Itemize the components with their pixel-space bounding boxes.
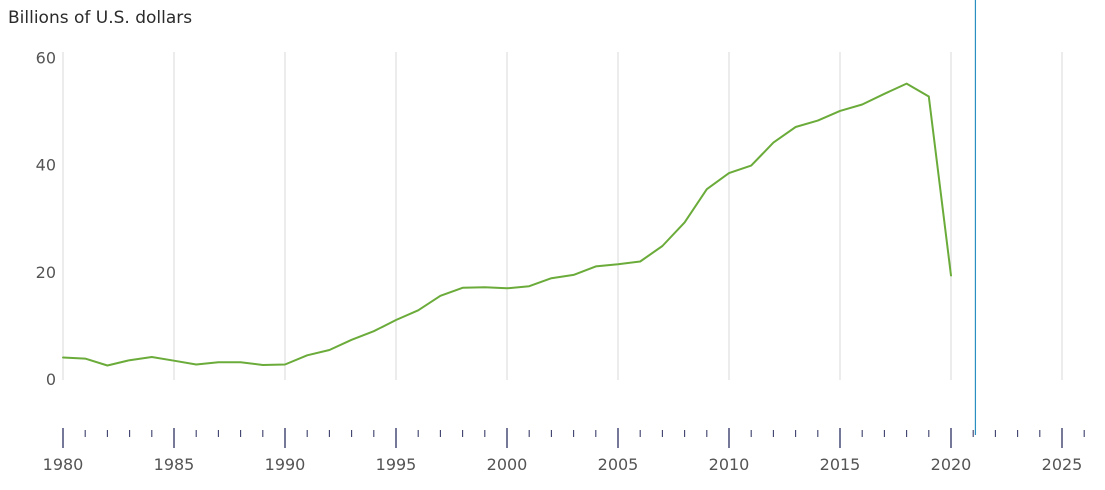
data-point — [150, 355, 154, 359]
x-axis: 1980 1985 1990 1995 2000 2005 2010 2015 2020 2025 — [43, 428, 1085, 474]
data-point — [549, 276, 553, 280]
data-point — [660, 244, 664, 248]
data-point — [416, 308, 420, 312]
data-point — [749, 164, 753, 168]
x-tick-label: 1990 — [265, 455, 306, 474]
data-point — [327, 348, 331, 352]
data-point — [194, 363, 198, 367]
series-layer — [61, 82, 953, 368]
data-point — [261, 363, 265, 367]
grid-layer — [62, 52, 1063, 380]
y-tick-label: 60 — [36, 48, 56, 67]
series-line-0 — [62, 82, 952, 367]
data-point — [305, 353, 309, 357]
data-point — [838, 109, 842, 113]
y-axis: 0 20 40 60 — [36, 48, 56, 389]
data-point — [61, 356, 65, 360]
data-point — [216, 360, 220, 364]
x-tick-label: 2010 — [709, 455, 750, 474]
data-point — [860, 103, 864, 107]
data-point — [882, 92, 886, 96]
data-point — [105, 364, 109, 368]
y-tick-label: 40 — [36, 156, 56, 175]
data-point — [483, 285, 487, 289]
data-point — [239, 360, 243, 364]
data-point — [527, 284, 531, 288]
data-point — [705, 187, 709, 191]
y-tick-label: 20 — [36, 263, 56, 282]
data-point — [683, 220, 687, 224]
data-point — [771, 141, 775, 145]
x-tick-label: 2025 — [1042, 455, 1083, 474]
data-point — [616, 262, 620, 266]
data-point — [83, 357, 87, 361]
data-point — [927, 95, 931, 99]
data-point — [594, 264, 598, 268]
x-tick-label: 1980 — [43, 455, 84, 474]
data-point — [905, 82, 909, 86]
data-point — [816, 119, 820, 123]
y-tick-label: 0 — [46, 370, 56, 389]
x-tick-label: 1995 — [376, 455, 417, 474]
data-point — [438, 294, 442, 298]
data-point — [727, 171, 731, 175]
data-point — [461, 286, 465, 290]
data-point — [128, 358, 132, 362]
data-point — [372, 329, 376, 333]
data-point — [394, 318, 398, 322]
x-tick-label: 2000 — [487, 455, 528, 474]
x-tick-label: 2015 — [820, 455, 861, 474]
x-tick-label: 2020 — [931, 455, 972, 474]
data-point — [172, 359, 176, 363]
data-point — [794, 125, 798, 129]
data-point — [350, 338, 354, 342]
data-point — [572, 273, 576, 277]
y-axis-unit-label: Billions of U.S. dollars — [8, 8, 193, 28]
x-tick-label: 2005 — [598, 455, 639, 474]
data-point — [949, 274, 953, 278]
data-point — [505, 286, 509, 290]
x-tick-label: 1985 — [154, 455, 195, 474]
data-point — [638, 260, 642, 264]
data-point — [283, 363, 287, 367]
